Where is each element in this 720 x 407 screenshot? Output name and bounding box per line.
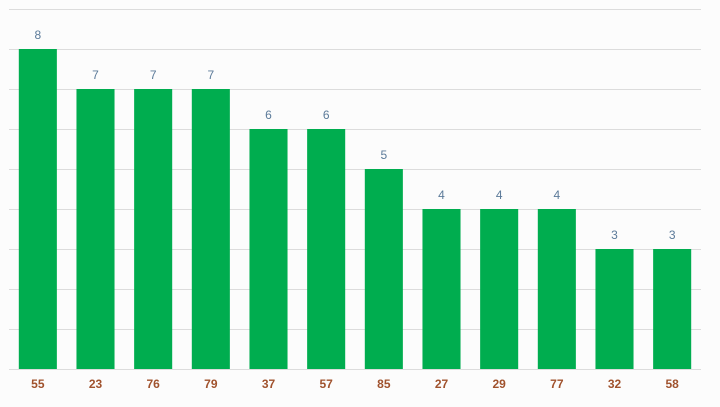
x-tick-label: 32 — [608, 377, 622, 391]
value-label: 6 — [265, 108, 272, 122]
bar — [595, 249, 634, 369]
value-label: 4 — [438, 188, 445, 202]
x-tick-label: 85 — [377, 377, 391, 391]
value-label: 3 — [669, 228, 676, 242]
x-tick-label: 55 — [31, 377, 45, 391]
bar — [191, 89, 230, 369]
bar — [537, 209, 576, 369]
x-tick-label: 77 — [550, 377, 564, 391]
bar — [249, 129, 288, 369]
bar — [364, 169, 403, 369]
bar — [653, 249, 692, 369]
x-tick-label: 58 — [665, 377, 679, 391]
value-label: 7 — [207, 68, 214, 82]
bar — [134, 89, 173, 369]
value-label: 6 — [323, 108, 330, 122]
value-label: 5 — [380, 148, 387, 162]
bar — [18, 49, 57, 369]
bar — [480, 209, 519, 369]
bar — [422, 209, 461, 369]
x-tick-label: 23 — [89, 377, 103, 391]
x-tick-label: 27 — [435, 377, 449, 391]
x-tick-label: 57 — [319, 377, 333, 391]
bar — [76, 89, 115, 369]
x-tick-label: 79 — [204, 377, 218, 391]
value-label: 7 — [150, 68, 157, 82]
x-tick-label: 37 — [262, 377, 276, 391]
value-label: 8 — [34, 28, 41, 42]
value-label: 4 — [553, 188, 560, 202]
x-tick-label: 29 — [492, 377, 506, 391]
value-label: 7 — [92, 68, 99, 82]
x-tick-label: 76 — [146, 377, 160, 391]
value-label: 4 — [496, 188, 503, 202]
bar — [307, 129, 346, 369]
value-label: 3 — [611, 228, 618, 242]
